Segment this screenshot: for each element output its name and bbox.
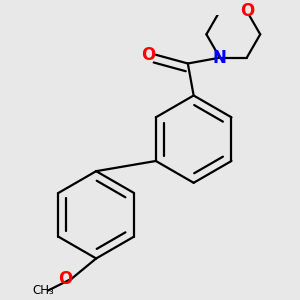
Text: O: O xyxy=(58,270,73,288)
Text: CH₃: CH₃ xyxy=(32,284,54,297)
Text: O: O xyxy=(240,2,254,20)
Text: O: O xyxy=(141,46,156,64)
Text: N: N xyxy=(213,49,227,67)
